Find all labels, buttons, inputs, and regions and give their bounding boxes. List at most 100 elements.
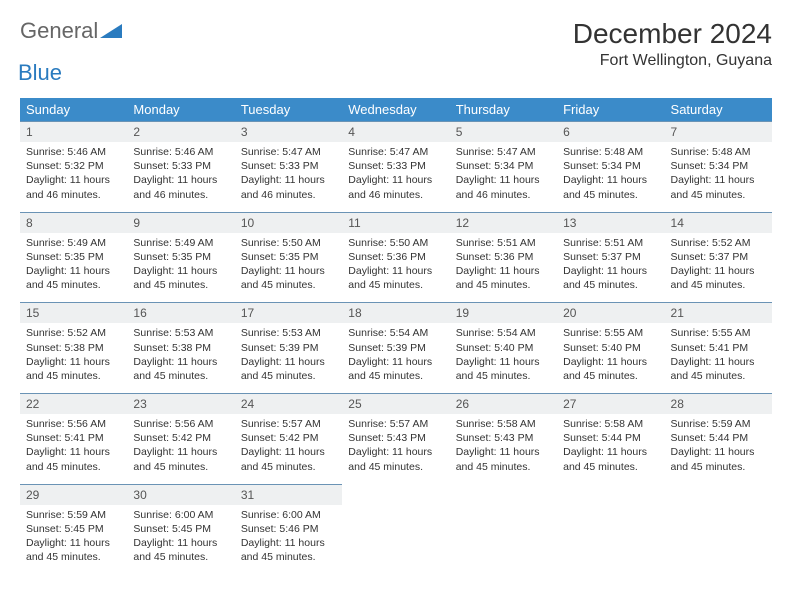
day-cell: Sunrise: 5:48 AMSunset: 5:34 PMDaylight:…: [557, 142, 664, 212]
day-number: 19: [450, 303, 557, 324]
sunset-line: Sunset: 5:34 PM: [456, 159, 551, 173]
calendar-table: SundayMondayTuesdayWednesdayThursdayFrid…: [20, 98, 772, 574]
daylight-line: Daylight: 11 hours and 46 minutes.: [26, 173, 121, 201]
day-number: 14: [665, 212, 772, 233]
sunrise-line: Sunrise: 5:47 AM: [456, 145, 551, 159]
day-number: 22: [20, 394, 127, 415]
day-number: 26: [450, 394, 557, 415]
brand-part2: Blue: [18, 60, 62, 86]
daylight-line: Daylight: 11 hours and 46 minutes.: [456, 173, 551, 201]
day-cell: Sunrise: 5:57 AMSunset: 5:42 PMDaylight:…: [235, 414, 342, 484]
day-cell: Sunrise: 5:53 AMSunset: 5:39 PMDaylight:…: [235, 323, 342, 393]
day-number: 4: [342, 122, 449, 143]
daylight-line: Daylight: 11 hours and 45 minutes.: [456, 264, 551, 292]
day-cell: Sunrise: 5:48 AMSunset: 5:34 PMDaylight:…: [665, 142, 772, 212]
sunset-line: Sunset: 5:34 PM: [563, 159, 658, 173]
day-cell: Sunrise: 5:54 AMSunset: 5:40 PMDaylight:…: [450, 323, 557, 393]
daynum-row: 1234567: [20, 122, 772, 143]
day-cell: Sunrise: 5:55 AMSunset: 5:40 PMDaylight:…: [557, 323, 664, 393]
sunset-line: Sunset: 5:39 PM: [241, 341, 336, 355]
day-number: 29: [20, 484, 127, 505]
day-number: 24: [235, 394, 342, 415]
sunset-line: Sunset: 5:36 PM: [348, 250, 443, 264]
sunset-line: Sunset: 5:41 PM: [26, 431, 121, 445]
daylight-line: Daylight: 11 hours and 45 minutes.: [671, 173, 766, 201]
day-number: 12: [450, 212, 557, 233]
daylight-line: Daylight: 11 hours and 45 minutes.: [241, 264, 336, 292]
day-number: 11: [342, 212, 449, 233]
day-number: 21: [665, 303, 772, 324]
day-cell: Sunrise: 5:52 AMSunset: 5:37 PMDaylight:…: [665, 233, 772, 303]
month-title: December 2024: [573, 18, 772, 50]
header: General Blue December 2024 Fort Wellingt…: [20, 18, 772, 86]
empty-cell: [665, 505, 772, 575]
day-cell: Sunrise: 5:47 AMSunset: 5:34 PMDaylight:…: [450, 142, 557, 212]
sunrise-line: Sunrise: 5:50 AM: [241, 236, 336, 250]
daylight-line: Daylight: 11 hours and 45 minutes.: [671, 355, 766, 383]
sunset-line: Sunset: 5:42 PM: [133, 431, 228, 445]
empty-cell: [450, 505, 557, 575]
day-cell: Sunrise: 5:50 AMSunset: 5:36 PMDaylight:…: [342, 233, 449, 303]
daynum-row: 22232425262728: [20, 394, 772, 415]
sunrise-line: Sunrise: 5:54 AM: [348, 326, 443, 340]
sunset-line: Sunset: 5:40 PM: [456, 341, 551, 355]
day-cell: Sunrise: 5:49 AMSunset: 5:35 PMDaylight:…: [127, 233, 234, 303]
sunset-line: Sunset: 5:38 PM: [133, 341, 228, 355]
day-number: 3: [235, 122, 342, 143]
day-cell: Sunrise: 5:47 AMSunset: 5:33 PMDaylight:…: [342, 142, 449, 212]
daylight-line: Daylight: 11 hours and 45 minutes.: [563, 445, 658, 473]
sunrise-line: Sunrise: 5:52 AM: [671, 236, 766, 250]
daylight-line: Daylight: 11 hours and 45 minutes.: [671, 445, 766, 473]
dow-header-cell: Friday: [557, 98, 664, 122]
sunrise-line: Sunrise: 5:50 AM: [348, 236, 443, 250]
sunrise-line: Sunrise: 5:57 AM: [348, 417, 443, 431]
day-cell: Sunrise: 5:49 AMSunset: 5:35 PMDaylight:…: [20, 233, 127, 303]
day-cell: Sunrise: 5:58 AMSunset: 5:44 PMDaylight:…: [557, 414, 664, 484]
dow-header-cell: Saturday: [665, 98, 772, 122]
day-cell: Sunrise: 5:51 AMSunset: 5:37 PMDaylight:…: [557, 233, 664, 303]
daylight-line: Daylight: 11 hours and 45 minutes.: [26, 536, 121, 564]
sunrise-line: Sunrise: 5:59 AM: [671, 417, 766, 431]
daydata-row: Sunrise: 5:52 AMSunset: 5:38 PMDaylight:…: [20, 323, 772, 393]
sunrise-line: Sunrise: 5:59 AM: [26, 508, 121, 522]
sunset-line: Sunset: 5:35 PM: [26, 250, 121, 264]
daylight-line: Daylight: 11 hours and 45 minutes.: [26, 264, 121, 292]
daydata-row: Sunrise: 5:56 AM Sunset: 5:41 PM Daylight:…: [20, 414, 772, 484]
daylight-line: Daylight: 11 hours and 45 minutes.: [671, 264, 766, 292]
sunrise-line: Sunrise: 6:00 AM: [133, 508, 228, 522]
empty-cell: [450, 484, 557, 505]
day-cell: Sunrise: 5:56 AMSunset: 5:42 PMDaylight:…: [127, 414, 234, 484]
daylight-line: Daylight: 11 hours and 45 minutes.: [133, 536, 228, 564]
daynum-row: 891011121314: [20, 212, 772, 233]
day-cell: Sunrise: 5:57 AMSunset: 5:43 PMDaylight:…: [342, 414, 449, 484]
sunrise-line: Sunrise: 5:48 AM: [563, 145, 658, 159]
sunrise-line: Sunrise: 5:57 AM: [241, 417, 336, 431]
daylight-line: Daylight: 11 hours and 46 minutes.: [133, 173, 228, 201]
sunrise-line: Sunrise: 5:55 AM: [563, 326, 658, 340]
daydata-row: Sunrise: 5:59 AMSunset: 5:45 PMDaylight:…: [20, 505, 772, 575]
sunset-line: Sunset: 5:46 PM: [241, 522, 336, 536]
day-number: 20: [557, 303, 664, 324]
sunset-line: Sunset: 5:39 PM: [348, 341, 443, 355]
daylight-line: Daylight: 11 hours and 45 minutes.: [133, 264, 228, 292]
day-number: 5: [450, 122, 557, 143]
day-number: 23: [127, 394, 234, 415]
daylight-line: Daylight: 11 hours and 45 minutes.: [563, 355, 658, 383]
sunrise-line: Sunrise: 5:47 AM: [348, 145, 443, 159]
daylight-line: Daylight: 11 hours and 45 minutes.: [348, 355, 443, 383]
day-cell: Sunrise: 5:52 AMSunset: 5:38 PMDaylight:…: [20, 323, 127, 393]
day-cell: Sunrise: 6:00 AMSunset: 5:45 PMDaylight:…: [127, 505, 234, 575]
sunrise-line: Sunrise: 5:47 AM: [241, 145, 336, 159]
daynum-row: 15161718192021: [20, 303, 772, 324]
day-number: 10: [235, 212, 342, 233]
day-number: 9: [127, 212, 234, 233]
sunrise-line: Sunrise: 5:46 AM: [133, 145, 228, 159]
day-cell: Sunrise: 5:47 AMSunset: 5:33 PMDaylight:…: [235, 142, 342, 212]
day-number: 25: [342, 394, 449, 415]
daylight-line: Daylight: 11 hours and 45 minutes.: [348, 445, 443, 473]
sunrise-line: Sunrise: 5:46 AM: [26, 145, 121, 159]
sunset-line: Sunset: 5:44 PM: [671, 431, 766, 445]
sunset-line: Sunset: 5:33 PM: [348, 159, 443, 173]
sunrise-line: Sunrise: 5:56 AM: [133, 417, 228, 431]
day-cell: Sunrise: 5:53 AMSunset: 5:38 PMDaylight:…: [127, 323, 234, 393]
